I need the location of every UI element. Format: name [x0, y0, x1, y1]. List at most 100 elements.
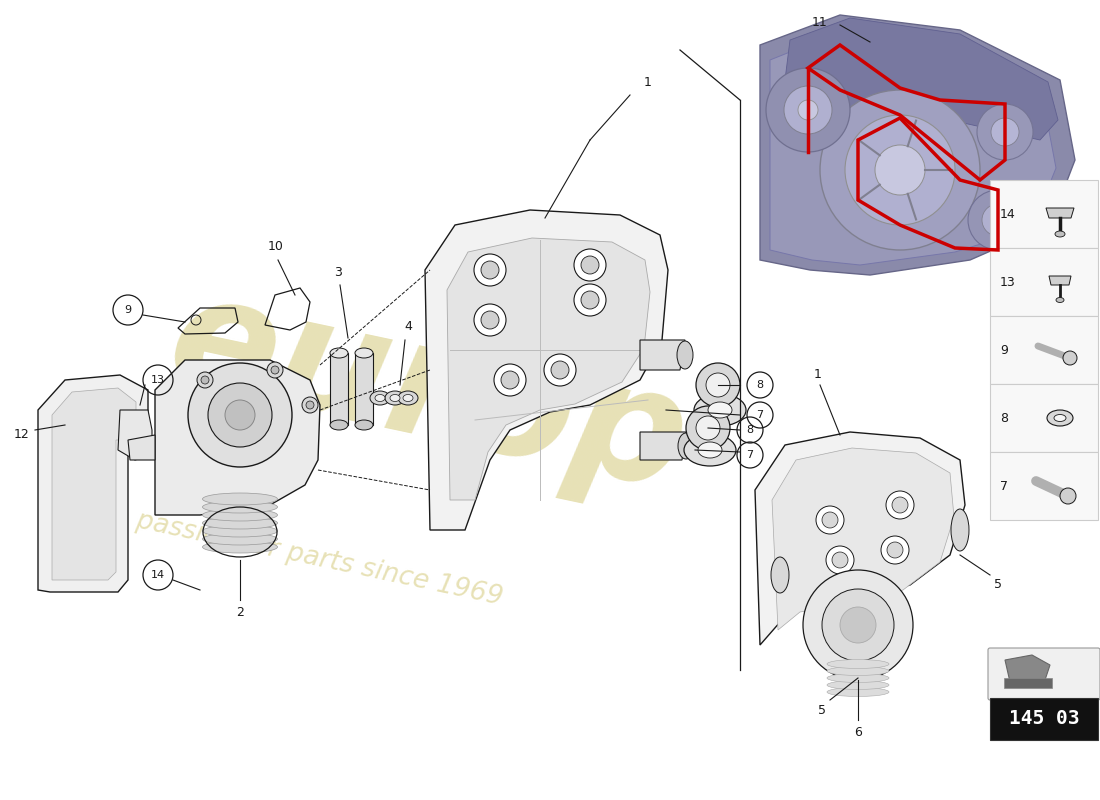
Circle shape: [1060, 488, 1076, 504]
Text: 8: 8: [747, 425, 754, 435]
Polygon shape: [447, 238, 650, 500]
Ellipse shape: [678, 433, 694, 459]
Circle shape: [481, 261, 499, 279]
Text: 2: 2: [236, 606, 244, 618]
Ellipse shape: [202, 501, 277, 513]
Circle shape: [302, 397, 318, 413]
Text: 7: 7: [747, 450, 754, 460]
Text: 9: 9: [124, 305, 132, 315]
Polygon shape: [640, 432, 686, 460]
Text: 7: 7: [757, 410, 763, 420]
Ellipse shape: [202, 525, 277, 537]
Polygon shape: [52, 388, 136, 580]
Circle shape: [803, 570, 913, 680]
Polygon shape: [155, 360, 320, 515]
Circle shape: [481, 311, 499, 329]
Circle shape: [474, 254, 506, 286]
Circle shape: [822, 512, 838, 528]
Bar: [1004, 678, 1052, 688]
Ellipse shape: [771, 557, 789, 593]
Bar: [990, 316, 1098, 384]
Ellipse shape: [398, 391, 418, 405]
Circle shape: [581, 291, 600, 309]
Circle shape: [991, 118, 1019, 146]
Text: 14: 14: [151, 570, 165, 580]
Text: 8: 8: [1000, 411, 1008, 425]
Polygon shape: [425, 210, 668, 530]
Circle shape: [197, 372, 213, 388]
Circle shape: [816, 506, 844, 534]
Text: 7: 7: [1000, 479, 1008, 493]
Ellipse shape: [330, 348, 348, 358]
Text: 1: 1: [645, 75, 652, 89]
Circle shape: [881, 536, 909, 564]
Circle shape: [798, 100, 818, 120]
Ellipse shape: [708, 402, 732, 418]
Text: 6: 6: [854, 726, 862, 738]
Ellipse shape: [202, 493, 277, 505]
Bar: [990, 180, 1098, 248]
Circle shape: [696, 416, 720, 440]
Circle shape: [188, 363, 292, 467]
Ellipse shape: [202, 517, 277, 529]
Circle shape: [267, 362, 283, 378]
Circle shape: [474, 304, 506, 336]
Text: 145 03: 145 03: [1009, 710, 1079, 729]
Circle shape: [551, 361, 569, 379]
Ellipse shape: [202, 509, 277, 521]
Ellipse shape: [698, 442, 722, 458]
Ellipse shape: [827, 659, 889, 669]
Polygon shape: [39, 375, 148, 592]
Text: europ: europ: [155, 262, 701, 523]
Ellipse shape: [827, 674, 889, 682]
Polygon shape: [772, 448, 954, 630]
Text: 13: 13: [151, 375, 165, 385]
Circle shape: [1063, 351, 1077, 365]
Polygon shape: [760, 15, 1075, 275]
Circle shape: [822, 589, 894, 661]
Ellipse shape: [684, 434, 736, 466]
Ellipse shape: [1055, 231, 1065, 237]
Polygon shape: [1005, 655, 1050, 682]
Text: 5: 5: [994, 578, 1002, 591]
Ellipse shape: [390, 394, 400, 402]
Text: 5: 5: [818, 703, 826, 717]
Circle shape: [982, 204, 1014, 236]
FancyBboxPatch shape: [988, 648, 1100, 700]
Circle shape: [886, 491, 914, 519]
Bar: [990, 698, 1098, 740]
Text: 3: 3: [334, 266, 342, 278]
Ellipse shape: [355, 348, 373, 358]
Bar: [990, 248, 1098, 316]
Ellipse shape: [952, 509, 969, 551]
Circle shape: [208, 383, 272, 447]
Ellipse shape: [1056, 298, 1064, 302]
Circle shape: [832, 552, 848, 568]
Circle shape: [306, 401, 313, 409]
Circle shape: [686, 406, 730, 450]
Circle shape: [494, 364, 526, 396]
Circle shape: [968, 190, 1028, 250]
Text: 4: 4: [404, 321, 411, 334]
Bar: [330, 353, 348, 425]
Circle shape: [820, 90, 980, 250]
Polygon shape: [1046, 208, 1074, 218]
Text: 8: 8: [757, 380, 763, 390]
Circle shape: [581, 256, 600, 274]
Circle shape: [500, 371, 519, 389]
Polygon shape: [128, 435, 155, 460]
Circle shape: [874, 145, 925, 195]
Ellipse shape: [403, 394, 412, 402]
Ellipse shape: [370, 391, 390, 405]
Circle shape: [826, 546, 854, 574]
Polygon shape: [770, 32, 1056, 265]
Text: 14: 14: [1000, 207, 1015, 221]
Text: 9: 9: [1000, 343, 1008, 357]
Polygon shape: [640, 340, 685, 370]
Ellipse shape: [694, 394, 746, 426]
Bar: [355, 353, 373, 425]
Circle shape: [574, 284, 606, 316]
Ellipse shape: [827, 687, 889, 697]
Ellipse shape: [385, 391, 405, 405]
Circle shape: [887, 542, 903, 558]
